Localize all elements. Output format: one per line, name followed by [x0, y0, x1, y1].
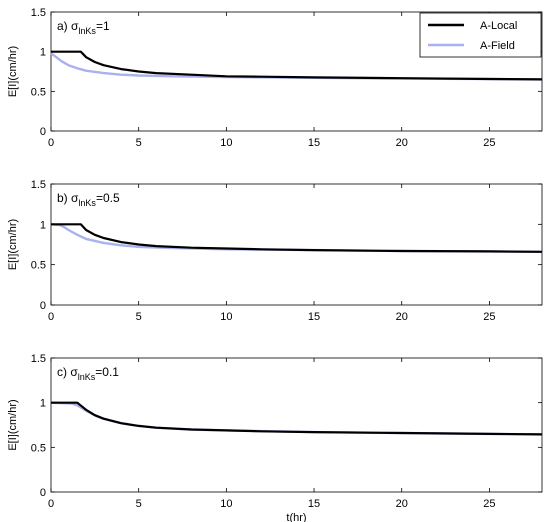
chart-panel-1: 0 5 10 15 20 25 0 0.5 1 1.5 E[I](cm/hr) a) σlnKs=1 A… [7, 7, 543, 149]
annotation-prefix: b) [57, 191, 71, 205]
annotation-suffix: =1 [96, 19, 110, 33]
y-axis-label: E[I](cm/hr) [7, 219, 19, 270]
legend-label: A-Field [480, 40, 515, 52]
panel-annotation: b) σlnKs=0.5 [57, 191, 120, 208]
x-tick-label: 0 [48, 137, 54, 149]
y-tick-label: 1 [40, 398, 46, 410]
x-tick-label: 25 [483, 137, 495, 149]
x-tick-label: 25 [483, 311, 495, 323]
y-axis-label: E[I](cm/hr) [7, 399, 19, 450]
y-tick-label: 1 [40, 47, 46, 59]
legend-label: A-Local [480, 20, 517, 32]
y-tick-label: 0 [40, 300, 46, 312]
y-tick-label: 0.5 [31, 86, 46, 98]
x-tick-label: 10 [220, 311, 232, 323]
x-tick-label: 15 [308, 311, 320, 323]
chart-panel-2: 0 5 10 15 20 25 0 0.5 1 1.5 E[I](cm/hr) b) σlnKs=0.… [7, 179, 543, 323]
y-tick-label: 1 [40, 219, 46, 231]
annotation-sigma: σ [71, 19, 79, 33]
y-tick-label: 0 [40, 487, 46, 499]
legend: A-Local A-Field [419, 12, 542, 58]
x-tick-label: 10 [220, 137, 232, 149]
chart-panel-3: 0 5 10 15 20 25 0 0.5 1 1.5 E[I](cm/hr) t(hr) c) σln… [7, 353, 543, 522]
y-tick-label: 1.5 [31, 179, 46, 191]
x-tick-label: 25 [483, 498, 495, 510]
annotation-suffix: =0.5 [96, 191, 120, 205]
series-line-a-local [51, 401, 543, 436]
x-tick-label: 5 [136, 137, 142, 149]
annotation-subscript: lnKs [78, 26, 96, 36]
x-tick-label: 20 [396, 311, 408, 323]
annotation-subscript: lnKs [78, 198, 96, 208]
x-tick-label: 20 [396, 498, 408, 510]
legend-box [419, 12, 542, 58]
series-line-a-local [51, 50, 543, 81]
y-tick-label: 1.5 [31, 353, 46, 365]
panel-annotation: a) σlnKs=1 [57, 19, 110, 36]
x-tick-label: 5 [136, 311, 142, 323]
y-tick-label: 0.5 [31, 260, 46, 272]
x-tick-label: 15 [308, 498, 320, 510]
annotation-prefix: c) [57, 365, 70, 379]
annotation-sigma: σ [70, 365, 78, 379]
series-line-a-local [51, 223, 543, 253]
x-tick-label: 5 [136, 498, 142, 510]
annotation-sigma: σ [71, 191, 79, 205]
annotation-subscript: lnKs [78, 372, 96, 382]
x-tick-label: 0 [48, 498, 54, 510]
annotation-suffix: =0.1 [95, 365, 119, 379]
panel-annotation: c) σlnKs=0.1 [57, 365, 119, 382]
x-tick-label: 10 [220, 498, 232, 510]
y-tick-label: 0 [40, 126, 46, 138]
y-tick-label: 1.5 [31, 7, 46, 19]
annotation-prefix: a) [57, 19, 71, 33]
x-tick-label: 20 [396, 137, 408, 149]
x-axis-label: t(hr) [286, 512, 306, 522]
y-axis-label: E[I](cm/hr) [7, 46, 19, 97]
x-tick-label: 15 [308, 137, 320, 149]
plot-area [50, 357, 543, 493]
y-tick-label: 0.5 [31, 442, 46, 454]
x-tick-label: 0 [48, 311, 54, 323]
